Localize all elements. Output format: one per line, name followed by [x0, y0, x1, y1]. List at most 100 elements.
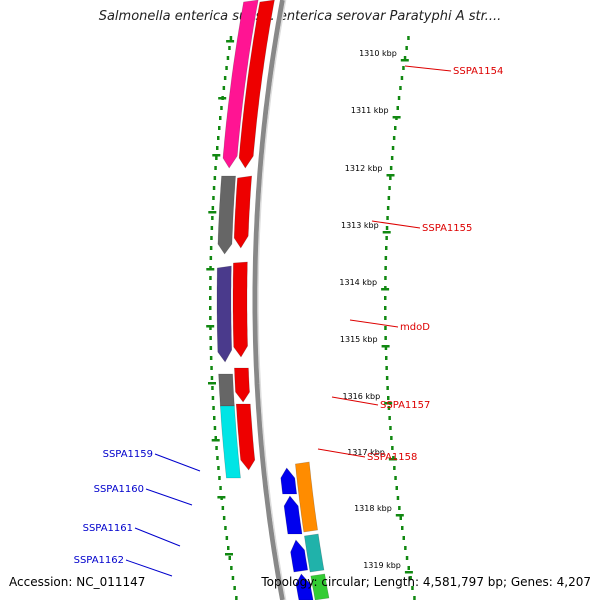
- tick-dot-outer: [222, 516, 226, 520]
- gene-label-leader: [404, 65, 452, 72]
- tick-dot-outer: [230, 566, 233, 570]
- tick-dot-outer: [211, 216, 214, 220]
- tick-dot-outer: [228, 46, 231, 50]
- scale-tick: [381, 288, 390, 291]
- tick-dot-outer: [217, 466, 220, 470]
- tick-dot-outer: [229, 36, 233, 40]
- gene-label-leader: [331, 396, 379, 406]
- gene-feature-cog: [217, 175, 236, 255]
- gene-label-leader: [154, 453, 201, 472]
- tick-dot-inner: [384, 266, 387, 270]
- tick-dot-inner: [407, 566, 410, 570]
- tick-dot-outer: [231, 576, 235, 580]
- scale-tick: [400, 59, 409, 62]
- gene-feature-cog-inner: [304, 533, 325, 573]
- tick-dot-inner: [388, 186, 391, 190]
- gene-feature-forward: [233, 175, 253, 249]
- tick-dot-inner: [402, 66, 405, 70]
- tick-dot-outer: [235, 596, 238, 600]
- scale-label: 1319 kbp: [363, 561, 401, 570]
- tick-dot-outer: [211, 386, 214, 390]
- tick-dot-inner: [407, 36, 410, 40]
- tick-dot-inner: [387, 196, 391, 200]
- gene-label-leader: [371, 220, 421, 229]
- tick-dot-outer: [220, 106, 223, 110]
- tick-dot-inner: [389, 166, 393, 170]
- tick-dot-outer: [209, 316, 212, 320]
- tick-dot-outer: [219, 486, 222, 490]
- tick-dot-inner: [402, 536, 405, 540]
- tick-dot-inner: [387, 406, 391, 410]
- gene-label-leader: [349, 319, 399, 328]
- tick-dot-inner: [385, 246, 388, 250]
- tick-dot-inner: [391, 446, 394, 450]
- tick-dot-outer: [213, 416, 216, 420]
- tick-dot-outer: [218, 476, 221, 480]
- gene-label: SSPA1159: [103, 449, 153, 460]
- tick-dot-inner: [399, 516, 402, 520]
- backbone: [252, 0, 287, 600]
- tick-dot-inner: [413, 596, 416, 600]
- tick-dot-inner: [387, 396, 390, 400]
- tick-dot-outer: [213, 426, 217, 430]
- tick-dot-outer: [210, 376, 214, 380]
- scale-tick: [381, 345, 390, 348]
- tick-dot-outer: [209, 246, 213, 250]
- tick-dot-outer: [215, 446, 218, 450]
- gene-feature-cog: [216, 265, 233, 363]
- tick-dot-inner: [390, 436, 393, 440]
- tick-dot-outer: [209, 356, 213, 360]
- gene-label: SSPA1157: [380, 400, 430, 411]
- gene-label-leader: [134, 527, 181, 547]
- tick-dot-inner: [404, 546, 407, 550]
- gene-feature-forward: [234, 367, 250, 403]
- tick-dot-outer: [210, 236, 213, 240]
- gene-features: [216, 0, 330, 600]
- tick-mark-outer: [208, 211, 217, 214]
- tick-dot-outer: [209, 336, 212, 340]
- tick-dot-inner: [392, 136, 396, 140]
- tick-mark-outer: [206, 268, 215, 271]
- tick-dot-outer: [209, 346, 213, 350]
- scale-label: 1317 kbp: [347, 448, 385, 457]
- gene-labels: SSPA1154 SSPA1155 mdoD SSPA1157 SSPA1158 SSPA…: [74, 65, 503, 577]
- tick-dot-outer: [228, 556, 231, 560]
- tick-dot-outer: [226, 56, 230, 60]
- scale-label: 1310 kbp: [359, 49, 397, 58]
- gene-feature-cog-inner: [310, 573, 330, 600]
- tick-dot-inner: [385, 376, 389, 380]
- tick-mark-outer: [226, 40, 235, 43]
- tick-dot-outer: [217, 136, 220, 140]
- gene-label: SSPA1161: [83, 523, 133, 534]
- tick-dot-outer: [216, 456, 219, 460]
- tick-dot-inner: [385, 356, 388, 360]
- tick-dot-inner: [411, 586, 414, 590]
- scale-label: 1311 kbp: [351, 106, 389, 115]
- tick-dot-inner: [384, 316, 387, 320]
- gene-feature-cog: [219, 405, 241, 479]
- scale-labels: 1310 kbp 1311 kbp 1312 kbp 1313 kbp 1314 kbp…: [339, 49, 413, 574]
- tick-mark-outer: [218, 97, 227, 100]
- gene-feature-forward: [238, 0, 275, 169]
- tick-mark-outer: [225, 553, 233, 556]
- scale-label: 1313 kbp: [341, 221, 379, 230]
- tick-dot-outer: [209, 326, 212, 330]
- tick-dot-inner: [394, 476, 397, 480]
- tick-dot-inner: [393, 466, 396, 470]
- scale-label: 1315 kbp: [340, 335, 378, 344]
- tick-dot-inner: [386, 206, 390, 210]
- gene-feature-cog: [222, 0, 259, 169]
- tick-mark-outer: [217, 496, 226, 499]
- tick-dot-inner: [384, 296, 387, 300]
- tick-dot-inner: [397, 96, 401, 100]
- tick-dot-inner: [396, 496, 400, 500]
- tick-dot-inner: [403, 56, 407, 60]
- tick-dot-inner: [409, 576, 412, 580]
- gene-feature-reverse: [290, 539, 309, 573]
- tick-dot-outer: [216, 146, 219, 150]
- scale-tick: [388, 458, 397, 461]
- tick-dot-outer: [211, 396, 215, 400]
- tick-dot-inner: [396, 106, 399, 110]
- tick-mark-outer: [206, 325, 215, 328]
